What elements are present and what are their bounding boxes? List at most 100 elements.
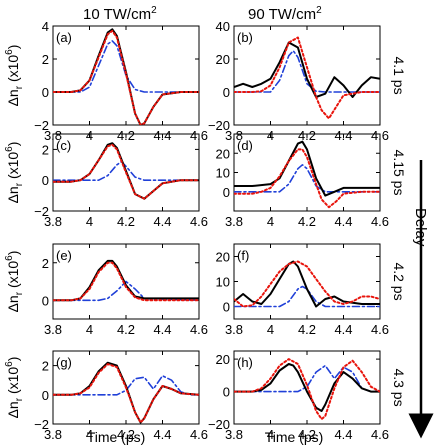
series-line-dotted-red [53, 143, 199, 200]
x-tick-label: 4 [267, 322, 274, 337]
x-tick-label: 4.6 [371, 322, 389, 337]
series-line-dotted-red [53, 261, 199, 302]
x-axis-label-left: Time (ps) [87, 429, 146, 445]
y-tick-label: 0 [42, 388, 49, 403]
x-tick-label: 4.2 [298, 322, 316, 337]
x-tick-label: 4.6 [190, 322, 208, 337]
y-tick-label: 20 [216, 352, 230, 367]
x-tick-label: 4 [86, 427, 93, 442]
delay-label: 4.1 ps [391, 56, 407, 94]
y-axis-label: Δnr (x106) [4, 142, 25, 204]
series-line-dotted-red [234, 148, 380, 209]
x-tick-label: 4.6 [190, 214, 208, 229]
y-tick-label: −2 [34, 118, 49, 133]
panel-label: (e) [56, 248, 72, 263]
y-tick-label: −2 [34, 204, 49, 219]
x-tick-label: 4.2 [298, 427, 316, 442]
y-tick-label: 2 [42, 256, 49, 271]
panel-label: (b) [237, 30, 253, 45]
panel-label: (h) [237, 355, 253, 370]
panel-label: (g) [56, 355, 72, 370]
y-tick-label: 0 [223, 85, 230, 100]
x-tick-label: 4.4 [153, 322, 171, 337]
series-line-solid-black [234, 41, 380, 98]
panel-frame [233, 243, 381, 320]
delay-label: 4.2 ps [391, 262, 407, 300]
panel-label: (f) [237, 248, 249, 263]
x-tick-label: 4 [86, 214, 93, 229]
series-line-solid-black [53, 361, 199, 424]
series-line-dotted-red [234, 36, 380, 120]
series-line-dotted-red [53, 363, 199, 424]
series-line-dotted-red [234, 260, 380, 308]
x-tick-label: 4.2 [117, 427, 135, 442]
x-tick-label: 3.8 [225, 214, 243, 229]
x-tick-label: 4 [86, 322, 93, 337]
series-line-solid-black [234, 140, 380, 197]
x-tick-label: 4.4 [334, 214, 352, 229]
y-tick-label: −20 [208, 417, 230, 432]
x-tick-label: 4.4 [334, 427, 352, 442]
y-tick-label: 20 [216, 146, 230, 161]
series-line-dotted-red [234, 358, 380, 421]
panel-frame [233, 133, 381, 212]
x-tick-label: 3.8 [44, 322, 62, 337]
series-line-solid-black [53, 142, 199, 200]
x-tick-label: 4.6 [371, 427, 389, 442]
y-tick-label: 4 [42, 19, 49, 34]
series-line-dash-dot-blue [234, 50, 380, 93]
y-axis-label: Δnr (x106) [4, 45, 25, 107]
y-tick-label: 40 [216, 19, 230, 34]
panel-f: 3.8 4 4.2 4.4 4.6 0 10 20 (f) [216, 243, 389, 337]
x-tick-label: 4.2 [298, 214, 316, 229]
panel-e: 3.8 4 4.2 4.4 4.6 0 2 (e) [42, 243, 208, 337]
panel-label: (c) [56, 138, 71, 153]
column-title-90tw: 90 TW/cm2 [248, 5, 322, 23]
panel-c: 3.8 4 4.2 4.4 4.6 −2 0 2 (c) [34, 133, 208, 229]
x-tick-label: 4 [267, 427, 274, 442]
column-title-10tw: 10 TW/cm2 [83, 5, 157, 23]
y-tick-label: 10 [216, 166, 230, 181]
x-tick-label: 4 [267, 214, 274, 229]
x-tick-label: 4.4 [153, 214, 171, 229]
y-tick-label: 0 [223, 385, 230, 400]
delay-axis-label: Delay [412, 208, 429, 247]
y-tick-label: 20 [216, 250, 230, 265]
y-tick-label: 10 [216, 275, 230, 290]
panel-label: (d) [237, 138, 253, 153]
panel-label: (a) [56, 30, 72, 45]
panel-h: 3.8 4 4.2 4.4 4.6 −20 0 20 (h) [208, 350, 389, 442]
y-tick-label: 2 [42, 142, 49, 157]
x-tick-label: 3.8 [225, 427, 243, 442]
delay-label: 4.15 ps [391, 150, 407, 196]
series-line-dash-dot-blue [234, 285, 380, 308]
y-tick-label: 2 [42, 52, 49, 67]
x-axis-label-right: Time (ps) [265, 429, 324, 445]
series-line-dash-dot-blue [53, 40, 199, 93]
series-line-dotted-red [53, 29, 199, 125]
y-tick-label: −2 [34, 417, 49, 432]
x-tick-label: 4.2 [117, 214, 135, 229]
x-tick-label: 4.2 [117, 322, 135, 337]
delay-label: 4.3 ps [391, 368, 407, 406]
y-tick-label: 0 [42, 173, 49, 188]
y-tick-label: −20 [208, 118, 230, 133]
y-tick-label: 2 [42, 359, 49, 374]
x-tick-label: 4.6 [190, 427, 208, 442]
x-tick-label: 4.4 [153, 427, 171, 442]
x-tick-label: 4.6 [371, 214, 389, 229]
series-line-dash-dot-blue [53, 280, 199, 302]
panel-g: 3.8 4 4.2 4.4 4.6 −2 0 2 (g) [34, 350, 208, 442]
y-axis-label: Δnr (x106) [4, 357, 25, 419]
series-line-solid-black [234, 260, 380, 308]
x-tick-label: 3.8 [225, 322, 243, 337]
panel-d: 3.8 4 4.2 4.4 4.6 0 10 20 (d) [216, 133, 389, 229]
x-tick-label: 3.8 [44, 214, 62, 229]
x-tick-label: 4.4 [334, 322, 352, 337]
y-axis-label: Δnr (x106) [4, 251, 25, 313]
y-tick-label: 0 [223, 185, 230, 200]
series-line-solid-black [53, 259, 199, 302]
